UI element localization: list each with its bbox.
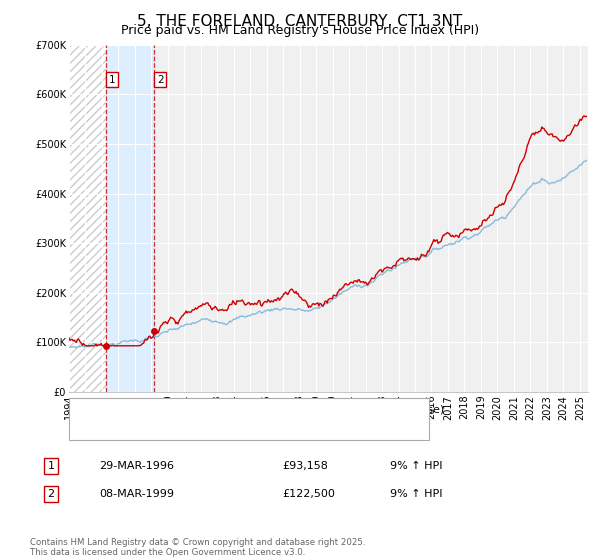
Text: £93,158: £93,158 [282, 461, 328, 471]
Text: 2: 2 [157, 74, 163, 85]
Text: 9% ↑ HPI: 9% ↑ HPI [390, 461, 443, 471]
Text: 5, THE FORELAND, CANTERBURY, CT1 3NT: 5, THE FORELAND, CANTERBURY, CT1 3NT [137, 14, 463, 29]
Text: 5, THE FORELAND, CANTERBURY, CT1 3NT (detached house): 5, THE FORELAND, CANTERBURY, CT1 3NT (de… [106, 404, 445, 414]
Text: 2: 2 [47, 489, 55, 499]
Text: HPI: Average price, detached house, Canterbury: HPI: Average price, detached house, Cant… [106, 424, 376, 433]
Text: 9% ↑ HPI: 9% ↑ HPI [390, 489, 443, 499]
Text: 08-MAR-1999: 08-MAR-1999 [99, 489, 174, 499]
Bar [106, 45, 154, 392]
Text: £122,500: £122,500 [282, 489, 335, 499]
Bar [69, 45, 106, 392]
Text: Contains HM Land Registry data © Crown copyright and database right 2025.
This d: Contains HM Land Registry data © Crown c… [30, 538, 365, 557]
Text: 1: 1 [47, 461, 55, 471]
Bar [69, 45, 106, 392]
Text: Price paid vs. HM Land Registry's House Price Index (HPI): Price paid vs. HM Land Registry's House … [121, 24, 479, 37]
Text: 1: 1 [109, 74, 115, 85]
Text: 29-MAR-1996: 29-MAR-1996 [99, 461, 174, 471]
